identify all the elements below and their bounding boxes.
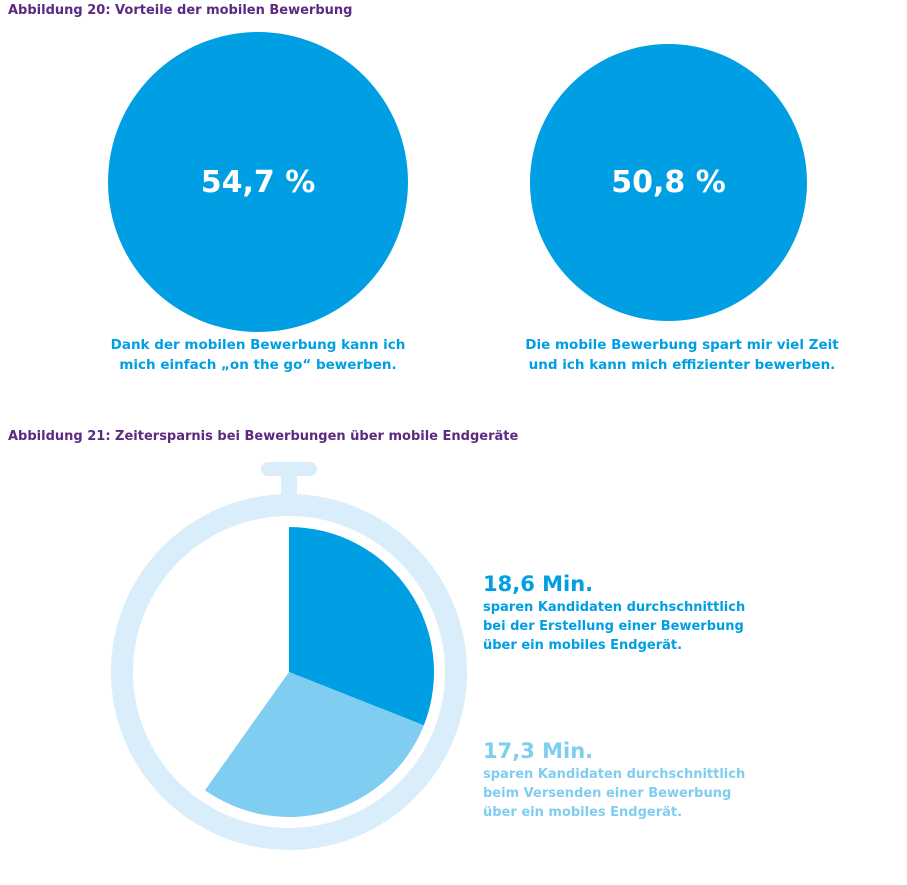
stat-value: 18,6 Min. [483,572,594,596]
stat-line: bei der Erstellung einer Bewerbung [483,619,744,634]
stopwatch-crown [261,462,317,476]
stat-line: beim Versenden einer Bewerbung [483,786,732,801]
stat-line: über ein mobiles Endgerät. [483,638,683,653]
circle-caption-1: Dank der mobilen Bewerbung kann ich mich… [78,335,438,375]
stat-line: sparen Kandidaten durchschnittlich [483,767,746,782]
percent-circle-1: 54,7 % [108,32,408,332]
percent-circle-2: 50,8 % [530,44,807,321]
percent-label-1: 54,7 % [200,164,316,200]
figure-20-title: Abbildung 20: Vorteile der mobilen Bewer… [8,3,353,18]
stat-value: 17,3 Min. [483,739,594,763]
stat-block-sending: 17,3 Min. sparen Kandidaten durchschnitt… [483,737,745,822]
circle-caption-2: Die mobile Bewerbung spart mir viel Zeit… [502,335,862,375]
pie-slice-creation [289,527,435,726]
stat-line: sparen Kandidaten durchschnittlich [483,600,746,615]
caption-line: und ich kann mich effizienter bewerben. [528,357,836,373]
figure-21-title: Abbildung 21: Zeitersparnis bei Bewerbun… [8,429,519,444]
pie-slice-sending [205,672,424,818]
caption-line: Dank der mobilen Bewerbung kann ich [110,337,406,353]
stopwatch-ring [111,494,467,850]
stat-line: über ein mobiles Endgerät. [483,805,683,820]
caption-line: mich einfach „on the go“ bewerben. [119,357,397,373]
stopwatch-pie-chart [111,462,467,850]
caption-line: Die mobile Bewerbung spart mir viel Zeit [525,337,839,353]
stat-block-creation: 18,6 Min. sparen Kandidaten durchschnitt… [483,570,745,655]
percent-label-2: 50,8 % [611,165,726,200]
